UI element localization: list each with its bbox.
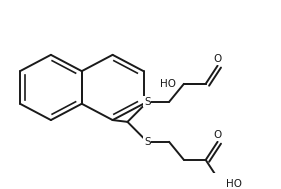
Text: S: S <box>144 97 151 107</box>
Text: HO: HO <box>226 179 241 189</box>
Text: O: O <box>214 54 222 64</box>
Text: HO: HO <box>160 79 176 89</box>
Text: S: S <box>144 137 151 147</box>
Text: O: O <box>214 130 222 140</box>
